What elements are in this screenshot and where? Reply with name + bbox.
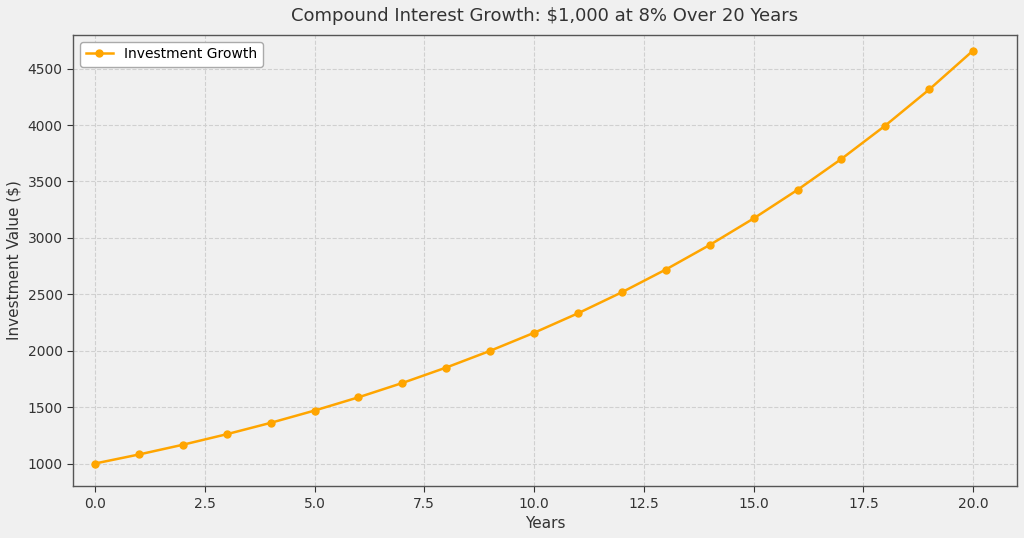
X-axis label: Years: Years	[524, 516, 565, 531]
Investment Growth	[177, 442, 189, 448]
Investment Growth	[659, 266, 672, 273]
Investment Growth	[89, 461, 101, 467]
Investment Growth	[528, 330, 541, 336]
Investment Growth	[440, 364, 453, 371]
Investment Growth	[703, 242, 716, 248]
Line: Investment Growth: Investment Growth	[91, 47, 977, 467]
Investment Growth	[880, 122, 892, 129]
Investment Growth	[396, 380, 409, 386]
Investment Growth	[308, 407, 321, 414]
Investment Growth	[923, 86, 935, 93]
Investment Growth	[133, 451, 145, 458]
Investment Growth	[264, 420, 276, 426]
Y-axis label: Investment Value ($): Investment Value ($)	[7, 181, 22, 341]
Investment Growth	[836, 155, 848, 162]
Investment Growth	[792, 187, 804, 193]
Investment Growth	[220, 431, 232, 437]
Investment Growth	[748, 215, 760, 222]
Investment Growth	[967, 47, 979, 54]
Title: Compound Interest Growth: $1,000 at 8% Over 20 Years: Compound Interest Growth: $1,000 at 8% O…	[292, 7, 799, 25]
Investment Growth	[571, 310, 584, 316]
Investment Growth	[352, 394, 365, 401]
Legend: Investment Growth: Investment Growth	[80, 42, 263, 67]
Investment Growth	[484, 348, 497, 354]
Investment Growth	[615, 289, 628, 295]
